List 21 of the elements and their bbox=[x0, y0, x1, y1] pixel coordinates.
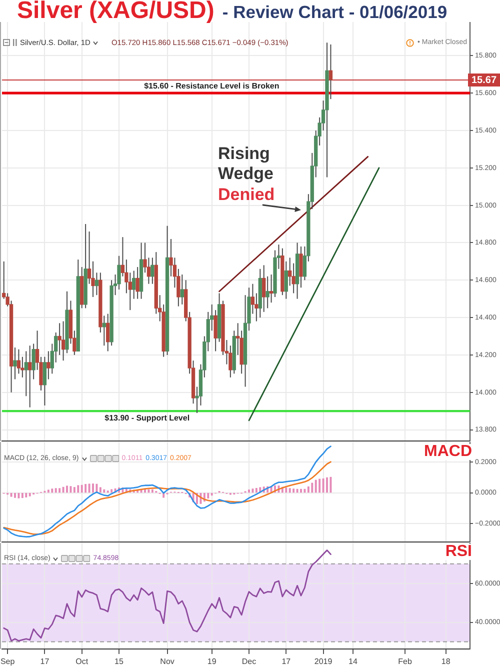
chart-title: Silver (XAG/USD) bbox=[17, 0, 214, 24]
x-tick-label: Nov bbox=[160, 657, 174, 666]
x-tick-label: 14 bbox=[348, 657, 358, 666]
ref-line-label: $13.90 - Support Level bbox=[104, 413, 190, 422]
x-tick-label: Feb bbox=[398, 657, 412, 666]
x-tick-label: 19 bbox=[207, 657, 217, 666]
x-tick-label: 2019 bbox=[314, 657, 333, 666]
ref-line-label: $15.60 - Resistance Level is Broken bbox=[144, 81, 280, 90]
x-tick-label: 17 bbox=[282, 657, 292, 666]
chart-subtitle: - Review Chart - 01/06/2019 bbox=[222, 2, 448, 22]
annotation: Rising Wedge bbox=[218, 144, 274, 184]
x-tick-label: 15 bbox=[114, 657, 124, 666]
x-tick-label: 18 bbox=[441, 657, 451, 666]
x-tick-label: Sep bbox=[0, 657, 16, 666]
x-tick-label: 17 bbox=[40, 657, 50, 666]
x-tick-label: Oct bbox=[76, 657, 89, 666]
ref-line-label: 15.67 bbox=[471, 75, 497, 86]
chart-title: RSI bbox=[443, 543, 474, 560]
annotation: Denied bbox=[218, 185, 275, 205]
chart-title: MACD bbox=[422, 443, 474, 460]
x-tick-label: Dec bbox=[242, 657, 256, 666]
